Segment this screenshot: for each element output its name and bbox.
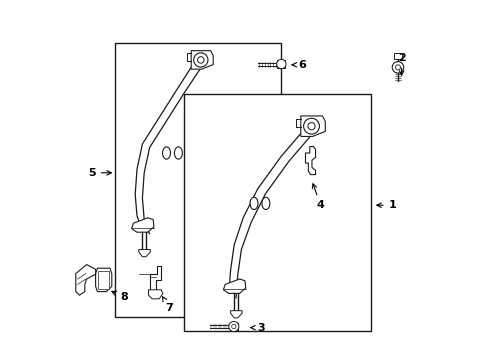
Polygon shape [301,116,325,136]
Text: 2: 2 [398,53,405,75]
Circle shape [277,59,286,69]
Circle shape [304,118,319,134]
Polygon shape [223,279,245,293]
Bar [98,271,109,289]
Circle shape [392,62,404,73]
Polygon shape [139,249,150,257]
Text: 1: 1 [377,200,396,210]
Text: 7: 7 [163,297,173,313]
Text: 5: 5 [88,168,111,178]
Bar [116,43,281,317]
Circle shape [395,65,400,70]
Circle shape [232,324,236,329]
Polygon shape [231,311,242,318]
Bar [394,53,402,59]
Polygon shape [305,147,316,175]
Circle shape [229,321,239,332]
Text: 3: 3 [251,323,265,333]
Polygon shape [148,290,163,299]
Polygon shape [191,51,213,69]
Ellipse shape [250,197,258,210]
Polygon shape [76,265,96,295]
Ellipse shape [163,147,171,159]
Ellipse shape [174,147,182,159]
Text: 6: 6 [292,60,307,70]
Bar [230,323,238,330]
Polygon shape [96,268,112,292]
Circle shape [197,57,204,63]
Circle shape [308,122,315,130]
Text: 8: 8 [112,291,128,302]
Bar [277,60,285,68]
Polygon shape [132,218,154,232]
Circle shape [194,53,208,67]
Ellipse shape [262,197,270,210]
Polygon shape [150,266,161,290]
Text: 4: 4 [312,184,324,210]
Bar [184,94,371,331]
